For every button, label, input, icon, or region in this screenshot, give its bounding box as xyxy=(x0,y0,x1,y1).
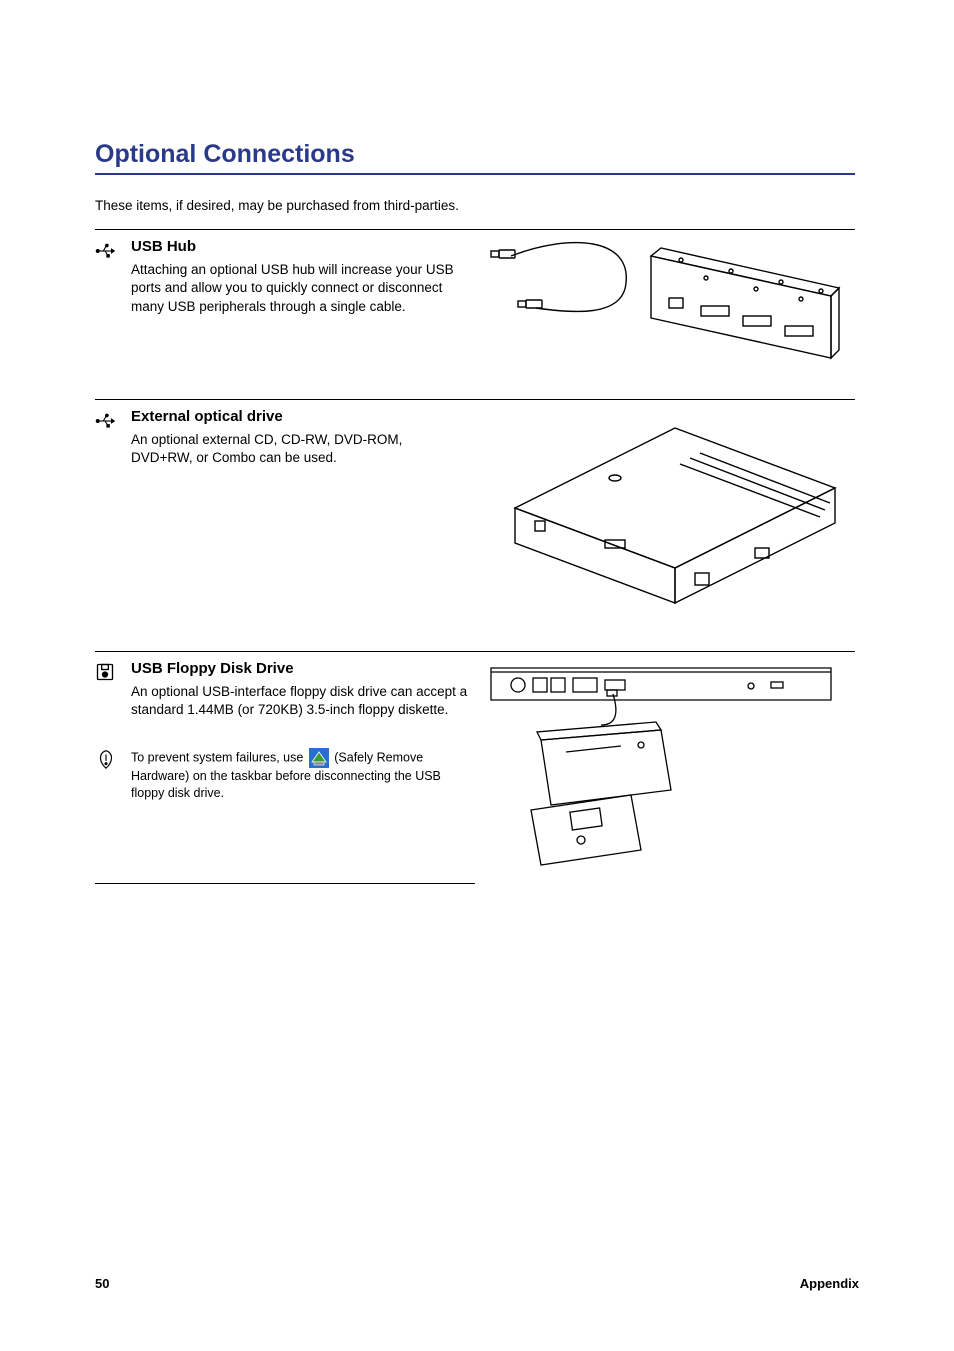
usb-floppy-illustration xyxy=(481,660,841,875)
item-title-optical: External optical drive xyxy=(131,408,463,425)
caution-icon xyxy=(95,757,117,774)
usb-icon xyxy=(95,249,117,266)
item-title-usb-hub: USB Hub xyxy=(131,238,469,255)
item-row-optical: External optical drive An optional exter… xyxy=(95,400,855,651)
item-title-floppy: USB Floppy Disk Drive xyxy=(131,660,469,677)
floppy-disk-icon xyxy=(95,669,115,686)
item-row-usb-hub: USB Hub Attaching an optional USB hub wi… xyxy=(95,230,855,399)
item-body-floppy: An optional USB-interface floppy disk dr… xyxy=(131,683,469,719)
safely-remove-hardware-icon xyxy=(309,748,329,768)
caution-text: To prevent system failures, use (Safely … xyxy=(131,748,469,802)
usb-hub-illustration xyxy=(481,238,841,391)
page-number: 50 xyxy=(95,1276,109,1291)
external-optical-drive-illustration xyxy=(475,408,855,643)
footer-section-label: Appendix xyxy=(800,1276,859,1291)
item-body-usb-hub: Attaching an optional USB hub will incre… xyxy=(131,261,469,316)
section-rule xyxy=(95,883,475,884)
intro-text: These items, if desired, may be purchase… xyxy=(95,197,855,215)
usb-icon xyxy=(95,419,117,436)
page-title: Optional Connections xyxy=(95,140,855,169)
item-row-floppy: USB Floppy Disk Drive An optional USB-in… xyxy=(95,652,855,883)
item-body-optical: An optional external CD, CD-RW, DVD-ROM,… xyxy=(131,431,463,467)
header-rule xyxy=(95,173,855,175)
